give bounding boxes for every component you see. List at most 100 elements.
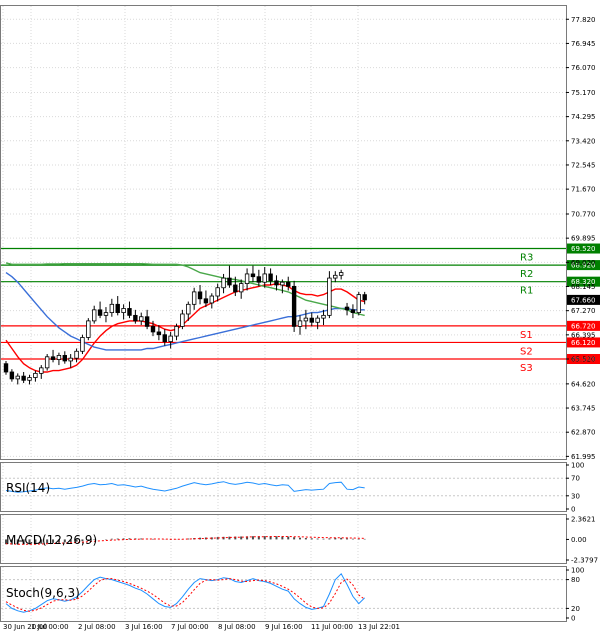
candle-down — [127, 308, 132, 316]
price-tick-label: 63.745 — [571, 405, 596, 413]
price-tick-label: 72.545 — [571, 161, 596, 169]
price-tick-label: 66.395 — [571, 331, 596, 339]
candle-down — [150, 326, 156, 333]
indicator-tick-label: 0.00 — [571, 536, 587, 544]
candle-up — [191, 291, 197, 305]
stoch-k-line — [5, 572, 366, 613]
candle-down — [115, 303, 120, 314]
current-price-tag — [567, 294, 600, 305]
candle-down — [133, 314, 138, 322]
candle-up — [262, 273, 267, 283]
indicator-tick-label: 30 — [571, 492, 580, 500]
candle-up — [68, 357, 73, 362]
level-name-s3: S3 — [520, 363, 533, 374]
candles — [3, 265, 367, 385]
candle-up — [209, 295, 214, 304]
candle-up — [186, 303, 191, 315]
price-tick-label: 73.420 — [571, 137, 596, 145]
stoch-title: Stoch(9,6,3) — [6, 586, 80, 600]
candle-up — [297, 320, 303, 327]
candle-up — [92, 309, 97, 322]
candle-up — [238, 283, 244, 293]
indicator-tick-label: 2.3621 — [571, 516, 596, 524]
ma-line-ma-fast — [5, 282, 365, 373]
level-price-tag — [567, 276, 600, 287]
indicator-tick-label: 70 — [571, 475, 580, 483]
candle-up — [174, 326, 179, 337]
candle-down — [21, 375, 26, 381]
price-tick-label: 69.895 — [571, 235, 596, 243]
candle-up — [56, 355, 62, 360]
candle-down — [350, 309, 356, 314]
indicator-tick-label: 80 — [571, 576, 580, 584]
candle-up — [327, 277, 332, 316]
rsi-pane[interactable] — [0, 462, 567, 512]
level-price-tag — [567, 337, 600, 348]
rsi-title: RSI(14) — [6, 481, 50, 495]
price-tick-label: 64.620 — [571, 380, 596, 388]
macd-title: MACD(12,26,9) — [6, 533, 97, 547]
candle-down — [233, 284, 238, 293]
candle-up — [15, 375, 20, 380]
level-price-label: 66.120 — [571, 339, 596, 347]
time-axis: 30 Jun 20:001 Jul 00:00 2 Jul 08:00 3 Jul … — [3, 623, 400, 631]
price-tick-label: 67.270 — [571, 307, 596, 315]
level-price-tag — [567, 260, 600, 271]
level-name-s1: S1 — [520, 330, 533, 341]
price-tick-label: 70.770 — [571, 210, 596, 218]
macd-indicator: 2.3621 0.00 -2.3797 MACD(12,26,9) — [5, 516, 598, 565]
stoch-pane[interactable] — [0, 566, 567, 622]
time-label: 3 Jul 16:00 — [125, 623, 163, 631]
candle-up — [139, 316, 144, 322]
macd-pane[interactable] — [0, 514, 567, 564]
candle-down — [156, 331, 162, 336]
indicator-tick-label: -2.3797 — [571, 557, 598, 565]
current-price-label: 67.660 — [571, 296, 596, 304]
level-price-tag — [567, 243, 600, 254]
level-name-r1: R1 — [520, 286, 533, 297]
time-label: 11 Jul 00:00 — [311, 623, 353, 631]
ma-line-ma-mid — [5, 272, 365, 351]
ma-line-ma-slow — [5, 262, 365, 317]
moving-averages — [5, 262, 365, 373]
time-label: 7 Jul 00:00 — [171, 623, 209, 631]
price-tick-label: 76.945 — [571, 40, 596, 48]
candle-up — [303, 317, 309, 322]
indicator-tick-label: 0 — [571, 615, 575, 623]
candle-down — [144, 316, 150, 327]
candle-up — [333, 274, 338, 279]
candle-up — [244, 273, 250, 285]
candle-down — [3, 363, 9, 373]
candle-down — [268, 273, 273, 282]
candle-up — [356, 294, 361, 314]
price-axis: 77.820 76.945 76.070 75.170 74.295 73.420 72.5… — [566, 16, 596, 461]
candle-up — [103, 312, 109, 316]
level-price-tag — [567, 320, 600, 331]
candle-up — [39, 367, 44, 374]
time-label: 9 Jul 16:00 — [265, 623, 303, 631]
level-price-label: 66.720 — [571, 322, 596, 330]
time-label: 1 Jul 00:00 — [31, 623, 69, 631]
price-tick-label: 62.870 — [571, 429, 596, 437]
time-label: 8 Jul 08:00 — [218, 623, 256, 631]
indicator-tick-label: 100 — [571, 567, 584, 575]
price-tick-label: 77.820 — [571, 16, 596, 24]
candle-down — [9, 371, 15, 380]
candle-down — [309, 317, 314, 323]
rsi-indicator: 100 70 30 0 RSI(14) — [1, 462, 584, 514]
candle-down — [274, 280, 279, 286]
candle-up — [27, 377, 32, 381]
price-tick-label: 65.520 — [571, 356, 596, 364]
level-price-tag — [567, 354, 600, 365]
price-tick-label: 71.670 — [571, 186, 596, 194]
candle-up — [215, 287, 220, 297]
candle-up — [109, 303, 115, 314]
price-pane[interactable] — [0, 5, 567, 460]
candle-down — [227, 277, 232, 286]
candle-down — [97, 309, 103, 316]
candle-up — [338, 272, 344, 276]
level-name-s2: S2 — [520, 346, 533, 357]
candle-up — [321, 314, 326, 319]
candle-up — [280, 281, 285, 286]
